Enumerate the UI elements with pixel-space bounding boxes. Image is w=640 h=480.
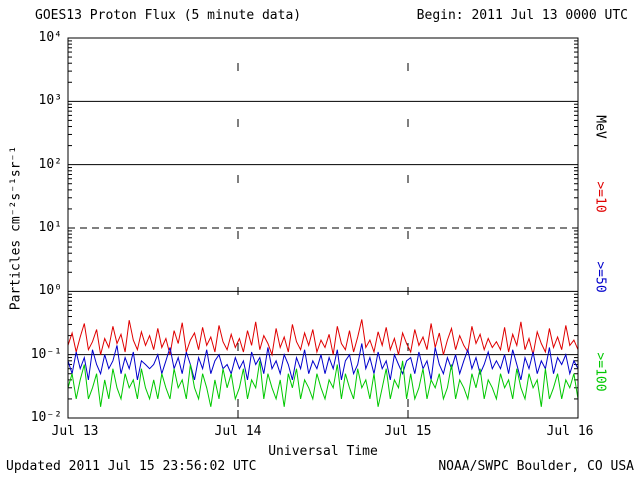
y-tick-label: 10⁻¹ [30,346,62,362]
right-axis-label-10: >=10 [592,181,608,213]
y-tick-label: 10¹ [38,220,62,235]
right-axis-label-50: >=50 [592,261,608,293]
y-tick-label: 10³ [38,93,62,109]
y-tick-label: 10⁴ [38,30,62,45]
x-axis-title: Universal Time [268,444,378,459]
y-tick-label: 10⁰ [38,283,62,299]
right-axis-label-100: >=100 [592,352,608,392]
chart-title: GOES13 Proton Flux (5 minute data) [35,8,302,23]
begin-time-label: Begin: 2011 Jul 13 0000 UTC [416,8,628,23]
x-tick-label: Jul 14 [214,424,262,439]
updated-timestamp: Updated 2011 Jul 15 23:56:02 UTC [6,459,257,474]
right-axis-label-mev: MeV [592,115,608,139]
source-attribution: NOAA/SWPC Boulder, CO USA [438,459,634,474]
y-tick-label: 10⁻² [30,410,62,425]
x-tick-label: Jul 16 [546,424,594,439]
y-tick-label: 10² [38,156,62,172]
x-tick-label: Jul 13 [51,424,99,439]
x-tick-label: Jul 15 [384,424,432,439]
